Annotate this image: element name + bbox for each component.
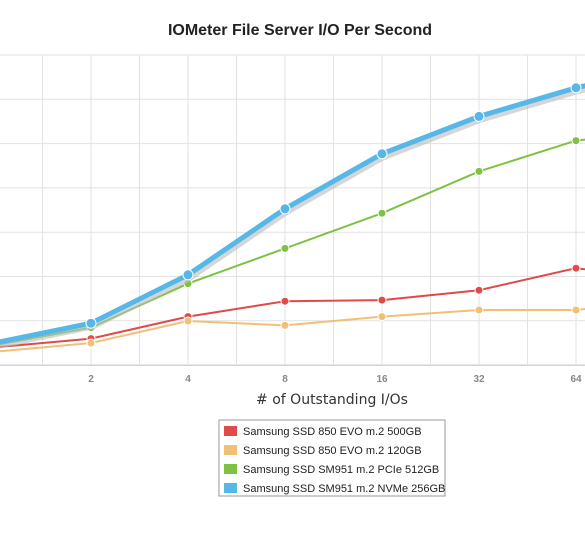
data-point	[571, 136, 581, 146]
x-tick-label: 64	[570, 374, 582, 385]
x-tick-label: 2	[88, 374, 94, 385]
data-point	[474, 285, 484, 295]
series-line	[0, 83, 585, 345]
x-tick-label: 4	[185, 374, 191, 385]
x-axis-label: # of Outstanding I/Os	[256, 392, 408, 408]
data-point	[377, 312, 387, 322]
data-point	[570, 82, 582, 94]
legend: Samsung SSD 850 EVO m.2 500GB Samsung SSD…	[218, 419, 446, 497]
x-tick-label: 16	[376, 374, 388, 385]
legend-box	[218, 419, 446, 497]
data-point	[182, 269, 194, 281]
legend-swatch	[224, 464, 237, 474]
data-point	[280, 243, 290, 253]
data-point	[86, 338, 96, 348]
x-axis-ticks: 2 4 8 16 32 64	[88, 374, 582, 385]
series-line	[0, 267, 585, 348]
data-point	[473, 110, 485, 122]
legend-entry: Samsung SSD SM951 m.2 PCIe 512GB	[243, 464, 439, 476]
legend-swatch	[224, 426, 237, 436]
data-point	[183, 316, 193, 326]
series-shadow	[0, 85, 585, 349]
series-line	[0, 138, 585, 346]
legend-entry: Samsung SSD 850 EVO m.2 120GB	[243, 445, 422, 457]
data-point	[279, 203, 291, 215]
data-point	[474, 166, 484, 176]
chart-title: IOMeter File Server I/O Per Second	[168, 22, 432, 39]
data-point	[571, 305, 581, 315]
data-point	[85, 317, 97, 329]
data-point	[474, 305, 484, 315]
data-point	[377, 208, 387, 218]
x-tick-label: 32	[473, 374, 485, 385]
data-point	[280, 320, 290, 330]
legend-entry: Samsung SSD SM951 m.2 NVMe 256GB	[243, 483, 445, 495]
series-line	[0, 307, 585, 353]
x-tick-label: 8	[282, 374, 288, 385]
data-point	[377, 295, 387, 305]
series-group	[0, 82, 585, 353]
legend-swatch	[224, 483, 237, 493]
data-point	[376, 148, 388, 160]
legend-swatch	[224, 445, 237, 455]
legend-entry: Samsung SSD 850 EVO m.2 500GB	[243, 426, 422, 438]
data-point	[280, 296, 290, 306]
data-point	[571, 263, 581, 273]
